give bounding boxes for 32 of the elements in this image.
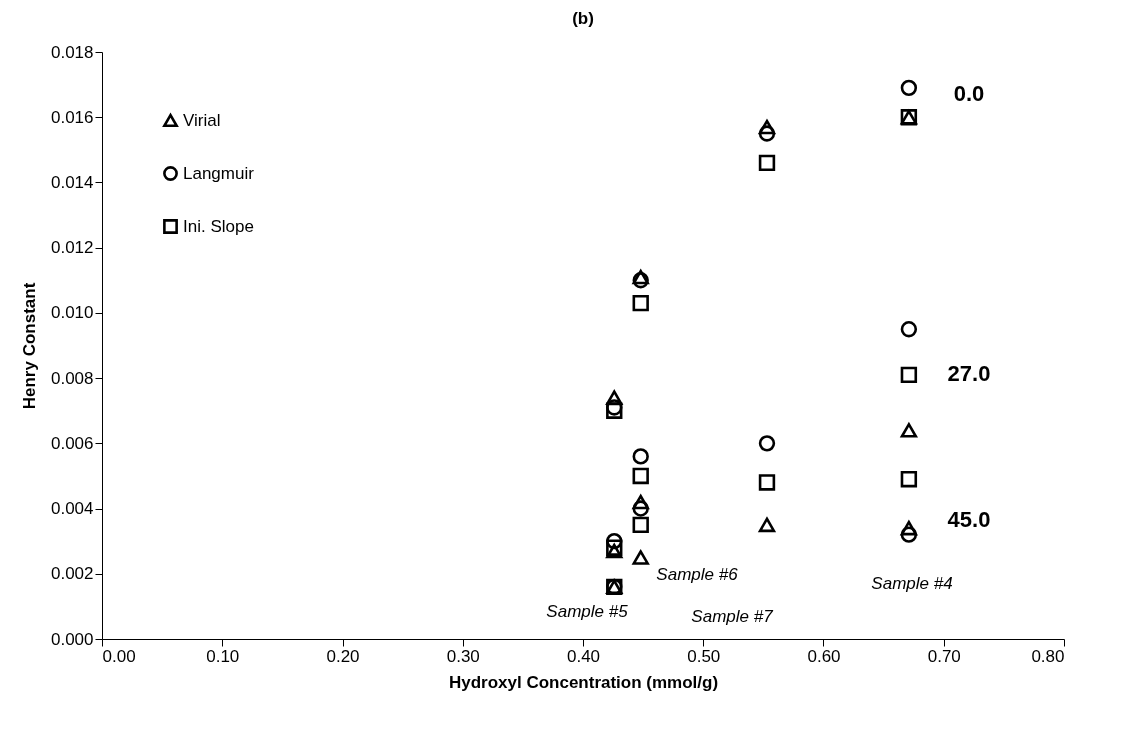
x-tick-label: 0.80	[1031, 646, 1065, 666]
y-tick-label: 0.010	[50, 303, 94, 323]
y-tick-label: 0.000	[50, 629, 94, 649]
y-tick-label: 0.014	[50, 172, 94, 192]
y-tick-label: 0.008	[50, 368, 94, 388]
annotation: Sample #5	[546, 602, 629, 621]
legend-label: Virial	[183, 110, 221, 130]
x-axis-title: Hydroxyl Concentration (mmol/g)	[448, 672, 719, 692]
x-tick-label: 0.50	[687, 646, 721, 666]
annotation: 0.0	[953, 81, 985, 106]
y-axis-title: Henry Constant	[19, 282, 39, 410]
legend-label: Langmuir	[183, 163, 255, 183]
annotation: 45.0	[947, 507, 991, 532]
y-tick-label: 0.006	[50, 433, 94, 453]
x-tick-label: 0.40	[566, 646, 601, 666]
legend-label: Ini. Slope	[183, 216, 254, 236]
x-tick-label: 0.10	[206, 646, 240, 666]
y-tick-label: 0.004	[50, 499, 94, 519]
y-tick-label: 0.018	[50, 42, 94, 62]
x-tick-label: 0.00	[102, 646, 136, 666]
x-tick-label: 0.30	[446, 646, 480, 666]
annotation: Sample #4	[871, 574, 953, 593]
y-tick-label: 0.002	[50, 564, 94, 584]
annotation: Sample #7	[691, 607, 774, 626]
y-tick-label: 0.012	[50, 238, 94, 258]
x-tick-label: 0.70	[927, 646, 961, 666]
chart-title: (b)	[572, 9, 594, 28]
annotation: 27.0	[947, 361, 991, 386]
x-tick-label: 0.60	[807, 646, 841, 666]
y-tick-label: 0.016	[50, 107, 94, 127]
x-tick-label: 0.20	[326, 646, 360, 666]
annotation: Sample #6	[656, 565, 739, 584]
